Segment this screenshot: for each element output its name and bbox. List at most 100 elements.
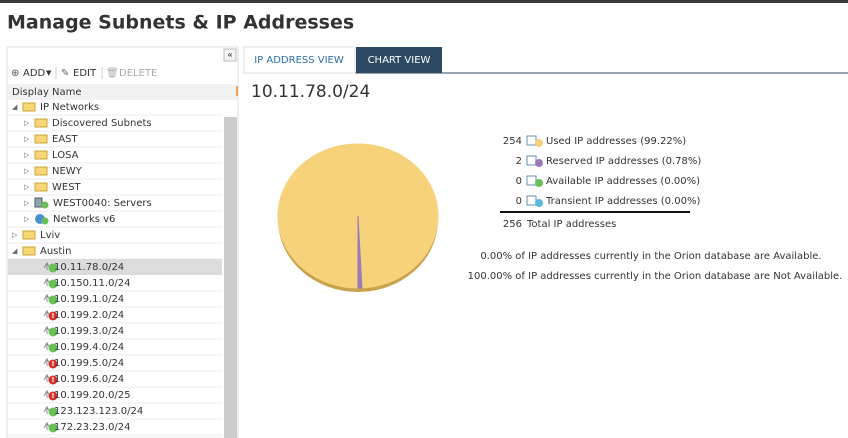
folder-icon — [34, 134, 48, 144]
top-bar — [0, 0, 848, 3]
legend-dot — [535, 179, 543, 187]
status-icon — [41, 201, 49, 209]
legend-dot — [535, 199, 543, 207]
expander: ▷ — [24, 167, 30, 175]
tree-label[interactable]: 10.199.5.0/24 — [54, 358, 124, 369]
status-glyph: ! — [51, 312, 54, 320]
selected-row — [8, 259, 222, 275]
expander: ◢ — [12, 247, 18, 255]
legend-label: Available IP addresses (0.00%) — [546, 176, 700, 187]
legend-label: Reserved IP addresses (0.78%) — [546, 156, 701, 167]
legend-count: 0 — [516, 176, 522, 187]
tab-label: CHART VIEW — [368, 55, 431, 66]
page-title: Manage Subnets & IP Addresses — [7, 12, 354, 34]
tree-label[interactable]: 10.199.4.0/24 — [54, 342, 124, 353]
folder-icon — [22, 102, 36, 112]
status-glyph: ! — [51, 376, 54, 384]
add-icon: ⊕ — [11, 68, 19, 79]
collapse-glyph: « — [227, 51, 233, 61]
note: 0.00% of IP addresses currently in the O… — [480, 251, 821, 262]
legend: 254 Used IP addresses (99.22%) 2 Reserved I… — [503, 135, 701, 207]
tree-label[interactable]: 10.199.3.0/24 — [54, 326, 124, 337]
tree-label[interactable]: NEWY — [52, 166, 83, 177]
legend-label: Used IP addresses (99.22%) — [546, 136, 686, 147]
folder-icon — [34, 166, 48, 176]
status-icon — [48, 311, 58, 321]
server-icon — [34, 197, 43, 208]
status-icon — [48, 423, 58, 433]
legend-count: 254 — [503, 136, 522, 147]
legend-dot — [535, 139, 543, 147]
legend-icon — [526, 195, 537, 206]
status-icon — [48, 391, 58, 401]
tree-label[interactable]: Networks v6 — [53, 214, 115, 225]
collapse-button[interactable] — [223, 48, 237, 62]
tree-label[interactable]: 10.150.11.0/24 — [54, 278, 131, 289]
folder-icon — [22, 230, 36, 240]
tree-label[interactable]: WEST — [52, 182, 82, 193]
legend-count: 0 — [516, 196, 522, 207]
pie-chart — [277, 143, 439, 292]
legend-dot — [535, 159, 543, 167]
status-icon — [48, 407, 58, 417]
column-header — [8, 84, 237, 100]
status-icon — [48, 279, 58, 289]
tree-label[interactable]: LOSA — [52, 150, 79, 161]
total-label: Total IP addresses — [526, 219, 616, 230]
tree-label[interactable]: Austin — [40, 246, 71, 257]
tab-active[interactable] — [356, 47, 442, 73]
tree: ◢ IP Networks ▷ Discovered Subnets ▷ EAST ▷ LOS… — [8, 102, 222, 436]
status-icon — [48, 327, 58, 337]
tree-label[interactable]: 10.199.20.0/25 — [54, 390, 131, 401]
expander: ▷ — [24, 215, 30, 223]
edit-icon: ✎ — [61, 68, 69, 79]
expander: ▷ — [24, 183, 30, 191]
legend-icon — [526, 175, 537, 186]
expander: ▷ — [24, 199, 30, 207]
add-caret: ▼ — [46, 69, 52, 77]
expander: ▷ — [24, 119, 30, 127]
status-icon — [41, 217, 49, 225]
tree-label[interactable]: WEST0040: Servers — [53, 198, 152, 209]
expander: ▷ — [12, 231, 18, 239]
status-icon — [48, 359, 58, 369]
tree-label[interactable]: IP Networks — [40, 102, 99, 113]
status-glyph: ! — [51, 360, 54, 368]
scrollbar[interactable] — [224, 117, 237, 438]
tree-label[interactable]: Discovered Subnets — [52, 118, 152, 129]
status-icon — [48, 295, 58, 305]
legend-icon — [526, 135, 537, 146]
subnet-title: 10.11.78.0/24 — [251, 82, 370, 102]
folder-icon — [34, 150, 48, 160]
edit-button[interactable]: EDIT — [73, 68, 97, 79]
total-count: 256 — [503, 219, 522, 230]
tree-label[interactable]: 172.23.23.0/24 — [54, 422, 131, 433]
tree-label[interactable]: 10.199.2.0/24 — [54, 310, 124, 321]
note: 100.00% of IP addresses currently in the… — [468, 271, 843, 282]
expander: ▷ — [24, 151, 30, 159]
tree-label[interactable]: 10.199.1.0/24 — [54, 294, 124, 305]
tree-label[interactable]: 123.123.123.0/24 — [54, 406, 143, 417]
status-icon — [48, 263, 58, 273]
add-button[interactable]: ADD — [23, 68, 46, 79]
status-glyph: ! — [51, 392, 54, 400]
folder-icon — [34, 182, 48, 192]
resize-handle — [236, 86, 238, 96]
tree-label[interactable]: Lviv — [40, 230, 60, 241]
status-icon — [48, 343, 58, 353]
folder-icon — [34, 118, 48, 128]
tab-label: IP ADDRESS VIEW — [254, 55, 344, 66]
expander: ▷ — [24, 135, 30, 143]
tree-label[interactable]: 10.199.6.0/24 — [54, 374, 124, 385]
legend-label: Transient IP addresses (0.00%) — [545, 196, 700, 207]
tree-label[interactable]: EAST — [52, 134, 79, 145]
status-icon — [48, 375, 58, 385]
legend-count: 2 — [516, 156, 522, 167]
folder-icon — [22, 246, 36, 256]
tree-label[interactable]: 10.11.78.0/24 — [54, 262, 124, 273]
delete-button[interactable]: DELETE — [119, 68, 157, 79]
expander: ◢ — [12, 103, 18, 111]
pie-slice — [357, 215, 363, 289]
tab[interactable] — [243, 46, 356, 74]
legend-icon — [526, 155, 537, 166]
